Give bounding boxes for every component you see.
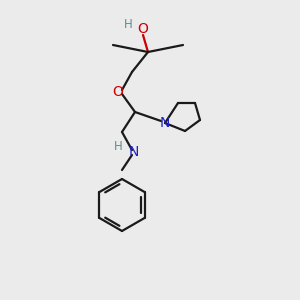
Text: O: O — [112, 85, 123, 99]
Text: H: H — [124, 19, 132, 32]
Text: N: N — [129, 145, 139, 159]
Text: N: N — [160, 116, 170, 130]
Text: O: O — [138, 22, 148, 36]
Text: H: H — [114, 140, 122, 154]
